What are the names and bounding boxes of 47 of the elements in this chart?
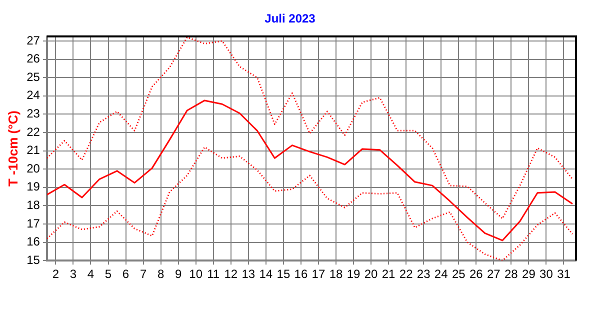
y-tick-label: 20	[26, 161, 40, 176]
x-tick-label: 14	[259, 267, 273, 282]
x-tick-label: 10	[189, 267, 203, 282]
x-tick-label: 29	[522, 267, 536, 282]
x-tick-label: 15	[276, 267, 290, 282]
y-tick-label: 25	[26, 70, 40, 84]
x-tick-label: 17	[312, 267, 326, 282]
y-tick-label: 21	[26, 143, 40, 158]
x-tick-label: 8	[157, 267, 164, 282]
y-tick-label: 15	[26, 252, 40, 267]
y-tick-label: 16	[26, 234, 40, 249]
x-tick-label: 24	[434, 267, 448, 282]
x-tick-label: 5	[104, 267, 112, 282]
x-tick-label: 12	[224, 267, 238, 282]
y-tick-label: 18	[26, 198, 40, 212]
x-tick-label: 6	[122, 267, 130, 282]
y-axis-title: T -10cm (°C)	[5, 110, 20, 186]
y-tick-label: 22	[26, 124, 40, 139]
x-tick-label: 13	[242, 267, 256, 282]
x-tick-label: 19	[346, 267, 361, 282]
x-tick-label: 2	[52, 267, 60, 282]
x-tick-label: 26	[469, 267, 484, 282]
y-tick-label: 27	[26, 33, 40, 48]
y-tick-label: 19	[26, 180, 40, 194]
x-tick-label: 27	[486, 267, 501, 282]
x-tick-label: 16	[294, 267, 308, 282]
x-tick-label: 23	[416, 267, 431, 282]
x-tick-label: 30	[540, 267, 554, 282]
x-tick-label: 9	[174, 267, 182, 282]
x-tick-label: 7	[140, 267, 147, 282]
y-tick-label: 17	[26, 216, 40, 230]
x-tick-label: 21	[382, 267, 396, 282]
line-series	[46, 146, 574, 261]
y-tick-label: 24	[26, 88, 40, 102]
y-tick-label: 23	[26, 106, 40, 120]
x-tick-label: 28	[504, 267, 518, 282]
x-tick-label: 25	[452, 267, 466, 282]
chart-title: Juli 2023	[264, 12, 316, 26]
x-tick-label: 31	[557, 267, 571, 282]
y-tick-label: 26	[26, 52, 40, 66]
x-tick-label: 3	[70, 267, 77, 282]
x-tick-label: 4	[87, 267, 94, 282]
x-tick-label: 18	[329, 267, 343, 282]
line-series	[46, 36, 574, 220]
x-tick-label: 20	[364, 267, 378, 282]
x-tick-label: 11	[207, 267, 220, 282]
x-tick-label: 22	[399, 267, 414, 282]
